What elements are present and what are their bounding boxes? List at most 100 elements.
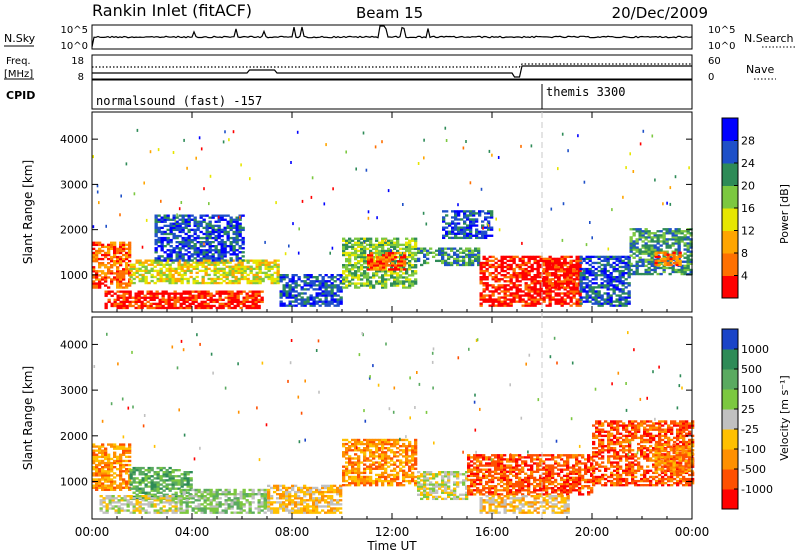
heatmap-cell: [219, 261, 223, 264]
heatmap-cell: [191, 507, 195, 510]
heatmap-cell: [214, 230, 218, 234]
heatmap-cell: [497, 296, 501, 299]
heatmap-cell: [217, 224, 221, 228]
heatmap-cell: [521, 261, 525, 265]
heatmap-cell: [481, 210, 485, 213]
heatmap-cell: [506, 276, 510, 279]
heatmap-cell: [600, 298, 604, 301]
heatmap-cell: [248, 511, 252, 514]
heatmap-cell: [530, 269, 534, 273]
heatmap-cell: [119, 457, 123, 461]
heatmap-cell: [203, 488, 207, 492]
heatmap-cell: [557, 262, 561, 265]
heatmap-cell: [533, 286, 537, 289]
heatmap-cell: [447, 263, 451, 267]
heatmap-cell: [144, 259, 148, 262]
heatmap-cell: [312, 505, 316, 508]
heatmap-cell: [381, 276, 385, 279]
heatmap-cell: [210, 277, 214, 281]
heatmap-cell: [178, 255, 182, 258]
heatmap-cell: [579, 280, 583, 283]
heatmap-cell: [184, 241, 188, 244]
heatmap-cell: [119, 290, 123, 293]
heatmap-cell: [379, 266, 383, 269]
heatmap-cell: [263, 503, 267, 506]
heatmap-cell: [575, 269, 579, 273]
heatmap-cell: [624, 292, 628, 295]
heatmap-cell: [173, 290, 177, 293]
heatmap-cell: [575, 304, 579, 307]
heatmap-cell: [225, 271, 229, 275]
heatmap-cell: [267, 273, 271, 277]
heatmap-cell: [125, 472, 129, 475]
heatmap-cell: [111, 505, 115, 508]
heatmap-cell: [312, 507, 316, 510]
heatmap-cell: [197, 490, 201, 494]
heatmap-cell: [232, 224, 236, 228]
heatmap-cell: [101, 488, 105, 491]
heatmap-cell: [462, 261, 466, 265]
heatmap-cell: [606, 274, 610, 277]
heatmap-cell: [288, 296, 292, 299]
heatmap-cell: [222, 140, 225, 144]
heatmap-cell: [309, 284, 313, 287]
heatmap-cell: [212, 499, 216, 502]
heatmap-cell: [402, 272, 406, 275]
heatmap-cell: [393, 282, 397, 285]
heatmap-cell: [110, 280, 114, 283]
heatmap-cell: [403, 254, 407, 257]
heatmap-cell: [95, 270, 99, 273]
heatmap-cell: [242, 505, 246, 508]
heatmap-cell: [138, 501, 142, 504]
heatmap-cell: [635, 238, 639, 241]
heatmap-cell: [503, 294, 507, 297]
heatmap-cell: [236, 294, 240, 297]
heatmap-cell: [474, 255, 478, 259]
heatmap-cell: [563, 260, 567, 263]
heatmap-cell: [110, 484, 114, 487]
heatmap-cell: [195, 275, 199, 279]
heatmap-cell: [557, 270, 561, 273]
heatmap-cell: [215, 503, 219, 506]
heatmap-cell: [641, 236, 645, 239]
heatmap-cell: [677, 240, 681, 243]
heatmap-cell: [122, 290, 126, 293]
heatmap-cell: [453, 253, 457, 256]
heatmap-cell: [180, 275, 184, 279]
heatmap-cell: [221, 304, 225, 308]
heatmap-cell: [179, 499, 183, 502]
heatmap-cell: [170, 298, 174, 302]
heatmap-cell: [119, 302, 123, 306]
heatmap-cell: [92, 457, 96, 461]
heatmap-cell: [312, 503, 316, 506]
heatmap-cell: [680, 264, 684, 268]
heatmap-cell: [324, 282, 328, 285]
heatmap-cell: [503, 255, 507, 259]
heatmap-cell: [399, 270, 403, 273]
heatmap-cell: [294, 509, 298, 512]
heatmap-cell: [260, 298, 264, 302]
heatmap-cell: [248, 495, 252, 498]
heatmap-cell: [187, 220, 191, 223]
heatmap-cell: [291, 290, 295, 293]
heatmap-cell: [512, 296, 516, 299]
heatmap-cell: [153, 505, 157, 508]
heatmap-cell: [472, 220, 476, 223]
heatmap-cell: [647, 258, 651, 261]
heatmap-cell: [488, 294, 492, 297]
heatmap-cell: [569, 266, 573, 269]
heatmap-cell: [585, 276, 589, 279]
heatmap-cell: [665, 232, 669, 235]
heatmap-cell: [515, 255, 519, 259]
heatmap-cell: [177, 487, 181, 490]
heatmap-cell: [450, 255, 454, 259]
heatmap-cell: [196, 249, 200, 252]
heatmap-cell: [171, 471, 175, 474]
heatmap-cell: [579, 298, 583, 301]
heatmap-cell: [494, 288, 498, 291]
heatmap-cell: [591, 236, 593, 240]
heatmap-cell: [171, 499, 175, 502]
heatmap-cell: [233, 292, 237, 295]
heatmap-cell: [242, 300, 246, 304]
heatmap-cell: [267, 499, 271, 502]
